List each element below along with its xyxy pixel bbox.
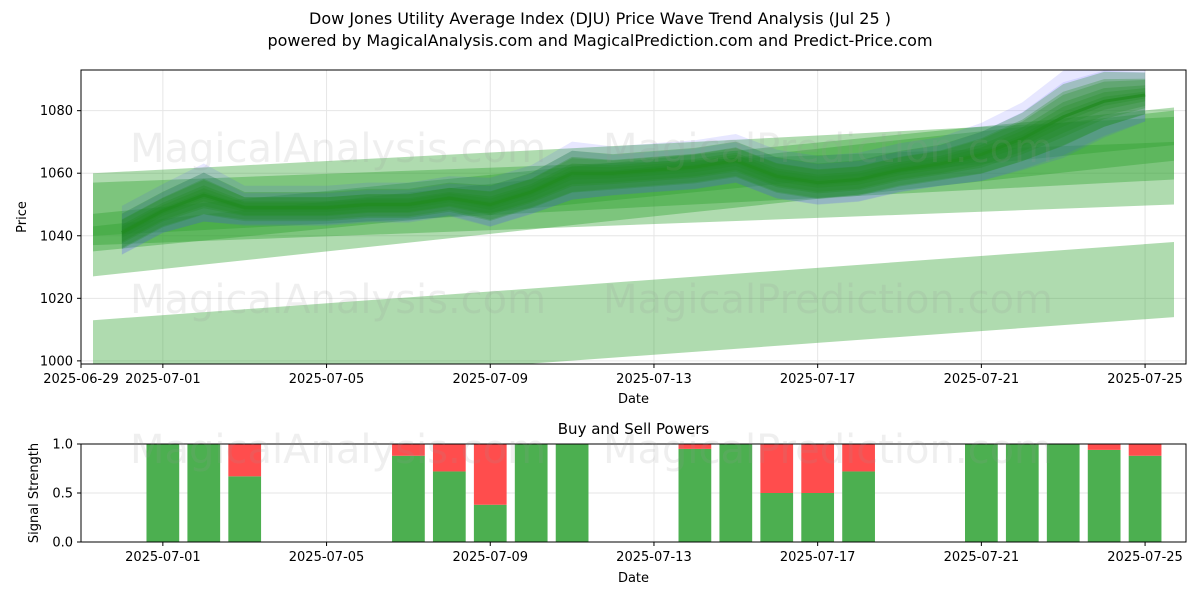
signal-x-tick-label: 2025-07-17 bbox=[780, 550, 856, 565]
buy-bar bbox=[1046, 444, 1080, 542]
price-x-tick-label: 2025-07-01 bbox=[125, 372, 201, 387]
chart-title: Dow Jones Utility Average Index (DJU) Pr… bbox=[309, 9, 891, 28]
watermark-text: MagicalPrediction.com bbox=[603, 126, 1053, 172]
price-x-tick-label: 2025-07-25 bbox=[1107, 372, 1183, 387]
price-y-axis-label: Price bbox=[15, 201, 30, 233]
trend-band bbox=[93, 107, 1174, 252]
chart-subtitle: powered by MagicalAnalysis.com and Magic… bbox=[267, 31, 933, 50]
watermark-text: MagicalPrediction.com bbox=[603, 427, 1053, 473]
signal-chart-title: Buy and Sell Powers bbox=[558, 420, 710, 438]
buy-bar bbox=[1005, 444, 1039, 542]
watermark-text: MagicalAnalysis.com bbox=[130, 126, 546, 172]
buy-bar bbox=[678, 448, 712, 542]
signal-x-tick-label: 2025-07-05 bbox=[289, 550, 365, 565]
price-x-tick-label: 2025-07-05 bbox=[289, 372, 365, 387]
price-y-tick-label: 1040 bbox=[40, 229, 73, 244]
buy-bar bbox=[719, 444, 753, 542]
price-x-tick-label: 2025-07-17 bbox=[780, 372, 856, 387]
signal-x-tick-label: 2025-07-13 bbox=[616, 550, 692, 565]
buy-bar bbox=[801, 493, 835, 542]
buy-bar bbox=[555, 444, 589, 542]
buy-bar bbox=[1087, 449, 1121, 542]
signal-y-tick-label: 1.0 bbox=[52, 438, 73, 453]
signal-y-axis-label: Signal Strength bbox=[27, 443, 42, 543]
price-x-tick-label: 2025-06-29 bbox=[43, 372, 119, 387]
sell-bar bbox=[1087, 444, 1121, 450]
signal-x-tick-label: 2025-07-25 bbox=[1107, 550, 1183, 565]
buy-bar bbox=[228, 476, 262, 542]
signal-x-tick-label: 2025-07-21 bbox=[944, 550, 1020, 565]
buy-bar bbox=[514, 444, 548, 542]
sell-bar bbox=[432, 444, 466, 472]
buy-bar bbox=[965, 444, 998, 542]
watermark-text: MagicalAnalysis.com bbox=[130, 427, 546, 473]
wave-band bbox=[121, 88, 1146, 238]
price-x-tick-label: 2025-07-21 bbox=[944, 372, 1020, 387]
wave-halo bbox=[121, 70, 1146, 255]
signal-y-tick-label: 0.5 bbox=[52, 487, 73, 502]
price-y-tick-label: 1060 bbox=[40, 167, 73, 182]
signal-x-axis-label: Date bbox=[618, 571, 649, 586]
sell-bar bbox=[392, 444, 425, 456]
price-y-tick-label: 1080 bbox=[40, 104, 73, 119]
watermark-text: MagicalPrediction.com bbox=[603, 277, 1053, 323]
price-x-tick-label: 2025-07-09 bbox=[452, 372, 528, 387]
trend-band bbox=[93, 242, 1174, 364]
wave-halo bbox=[121, 70, 1146, 255]
buy-bar bbox=[146, 444, 180, 542]
sell-bar bbox=[760, 444, 794, 493]
signal-plot bbox=[146, 444, 1162, 542]
wave-band bbox=[121, 80, 1146, 244]
signal-y-tick-label: 0.0 bbox=[52, 536, 73, 551]
wave-band bbox=[121, 78, 1146, 250]
sell-bar bbox=[842, 444, 875, 472]
trend-band bbox=[93, 110, 1174, 277]
signal-axes: 2025-07-01 2025-07-05 2025-07-09 2025-07-13… bbox=[27, 420, 1187, 586]
sell-bar bbox=[228, 444, 262, 477]
buy-bar bbox=[842, 471, 875, 542]
sell-bar bbox=[801, 444, 835, 493]
sell-bar bbox=[678, 444, 712, 449]
price-frame bbox=[80, 69, 1187, 365]
price-plot bbox=[93, 70, 1174, 364]
buy-bar bbox=[1128, 455, 1162, 542]
sell-bar bbox=[1128, 444, 1162, 456]
buy-bar bbox=[432, 471, 466, 542]
wave-band bbox=[121, 85, 1146, 242]
price-y-tick-label: 1000 bbox=[40, 354, 73, 369]
price-grid bbox=[80, 70, 1186, 364]
watermark-text: MagicalAnalysis.com bbox=[130, 277, 546, 323]
wave-line bbox=[121, 93, 1146, 234]
buy-bar bbox=[392, 455, 425, 542]
signal-x-tick-label: 2025-07-01 bbox=[125, 550, 201, 565]
buy-bar bbox=[760, 493, 794, 542]
buy-bar bbox=[187, 444, 221, 542]
price-x-axis-label: Date bbox=[618, 392, 649, 407]
price-y-tick-label: 1020 bbox=[40, 292, 73, 307]
buy-bar bbox=[473, 504, 507, 542]
price-x-tick-label: 2025-07-13 bbox=[616, 372, 692, 387]
watermarks: MagicalAnalysis.com MagicalAnalysis.com Ma… bbox=[130, 126, 1053, 473]
price-axes: 2025-06-29 2025-07-01 2025-07-05 2025-07-09… bbox=[15, 69, 1187, 407]
sell-bar bbox=[473, 444, 507, 505]
signal-x-tick-label: 2025-07-09 bbox=[452, 550, 528, 565]
trend-band bbox=[93, 141, 1174, 246]
